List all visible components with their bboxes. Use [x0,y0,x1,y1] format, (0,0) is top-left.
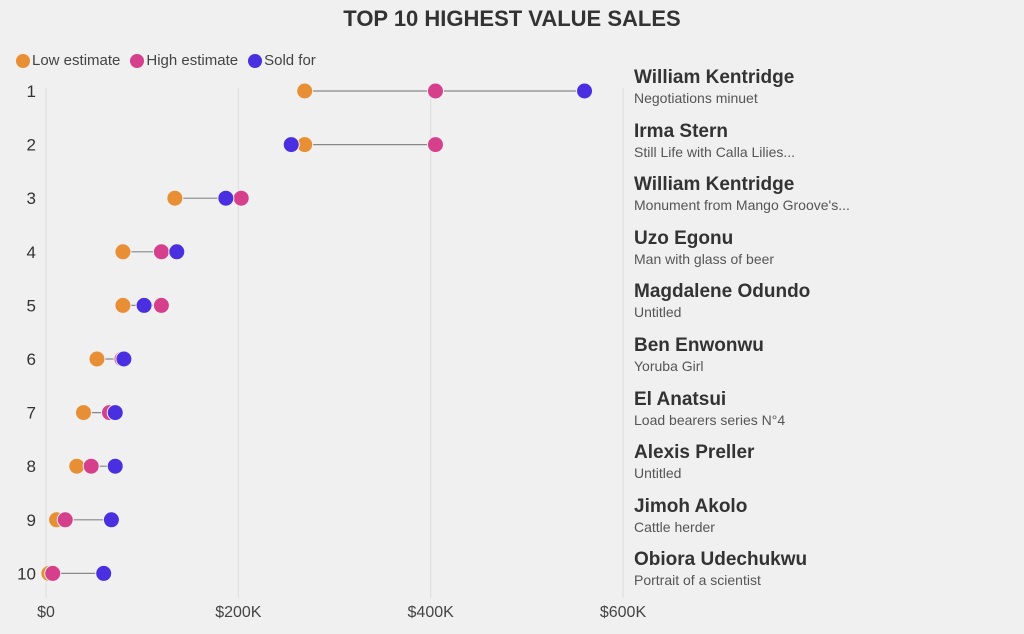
rank-label: 9 [27,511,36,530]
rank-label: 4 [27,243,36,262]
rank-label: 2 [27,136,36,155]
legend: Low estimate High estimate Sold for [16,52,316,69]
legend-high: High estimate [130,52,238,69]
work-title: Untitled [634,465,682,482]
sold-point [95,564,113,582]
sold-point [576,82,594,100]
artist-name: Uzo Egonu [634,227,734,249]
legend-sold-swatch [248,53,263,68]
legend-sold: Sold for [248,52,316,69]
rank-label: 7 [27,404,36,423]
legend-low-swatch [16,53,30,68]
high-point [426,136,444,154]
rank-label: 3 [27,189,36,208]
legend-label: Sold for [264,52,316,69]
rank-label: 1 [27,82,36,101]
high-point [426,82,444,100]
row-label: Ben Enwonwu Yoruba Girl [634,335,764,375]
row-label: Alexis Preller Untitled [634,442,754,482]
row-label: Uzo Egonu Man with glass of beer [634,228,774,268]
artist-name: Irma Stern [634,120,728,142]
high-point [152,296,170,314]
high-point [152,243,170,261]
rank-label: 8 [27,457,36,476]
x-tick-label: $600K [600,604,647,621]
legend-high-swatch [130,53,145,68]
work-title: Monument from Mango Groove's... [634,197,850,214]
x-tick-label: $200K [215,604,262,621]
row-label: William Kentridge Monument from Mango Gro… [634,174,850,214]
rank-label: 5 [27,296,36,315]
legend-low: Low estimate [16,52,120,69]
work-title: Portrait of a scientist [634,572,761,589]
row-label: Jimoh Akolo Cattle herder [634,496,747,536]
high-point [232,189,250,207]
legend-label: Low estimate [32,52,121,69]
low-point [296,82,314,100]
sold-point [135,296,153,314]
row-label: Obiora Udechukwu Portrait of a scientist [634,549,807,589]
sold-point [106,457,124,475]
sold-point [217,189,235,207]
work-title: Negotiations minuet [634,90,758,106]
artist-name: Alexis Preller [634,442,755,464]
artist-name: William Kentridge [634,174,795,196]
sold-point [102,511,120,529]
low-point [75,404,93,422]
legend-label: High estimate [146,52,239,69]
artist-name: Ben Enwonwu [634,335,764,356]
high-point [44,564,62,582]
row-label: Irma Stern Still Life with Calla Lilies..… [634,121,795,161]
low-point [68,457,86,475]
work-title: Load bearers series N°4 [634,411,786,428]
low-point [114,296,132,314]
x-tick-label: $400K [408,604,455,621]
artist-name: El Anatsui [634,388,727,410]
low-point [114,243,132,261]
high-point [56,511,74,529]
sold-point [282,136,300,154]
artist-name: William Kentridge [634,67,795,88]
work-title: Cattle herder [634,518,715,535]
row-label: William Kentridge Negotiations minuet [634,67,794,107]
artist-name: Jimoh Akolo [634,495,748,517]
sold-point [168,243,186,261]
chart-title: TOP 10 HIGHEST VALUE SALES [343,6,681,31]
rank-label: 10 [17,564,36,583]
x-tick-label: $0 [37,604,55,621]
low-point [88,350,106,368]
high-point [82,457,100,475]
rank-label: 6 [27,350,36,369]
work-title: Yoruba Girl [634,358,704,374]
work-title: Still Life with Calla Lilies... [634,143,796,160]
sold-point [115,350,133,368]
artist-name: Obiora Udechukwu [634,549,808,571]
sold-point [106,404,124,422]
low-point [166,189,184,207]
work-title: Untitled [634,304,682,321]
row-label: El Anatsui Load bearers series N°4 [634,389,785,429]
row-label: Magdalene Odundo Untitled [634,281,810,321]
artist-name: Magdalene Odundo [634,281,811,303]
work-title: Man with glass of beer [634,250,775,267]
